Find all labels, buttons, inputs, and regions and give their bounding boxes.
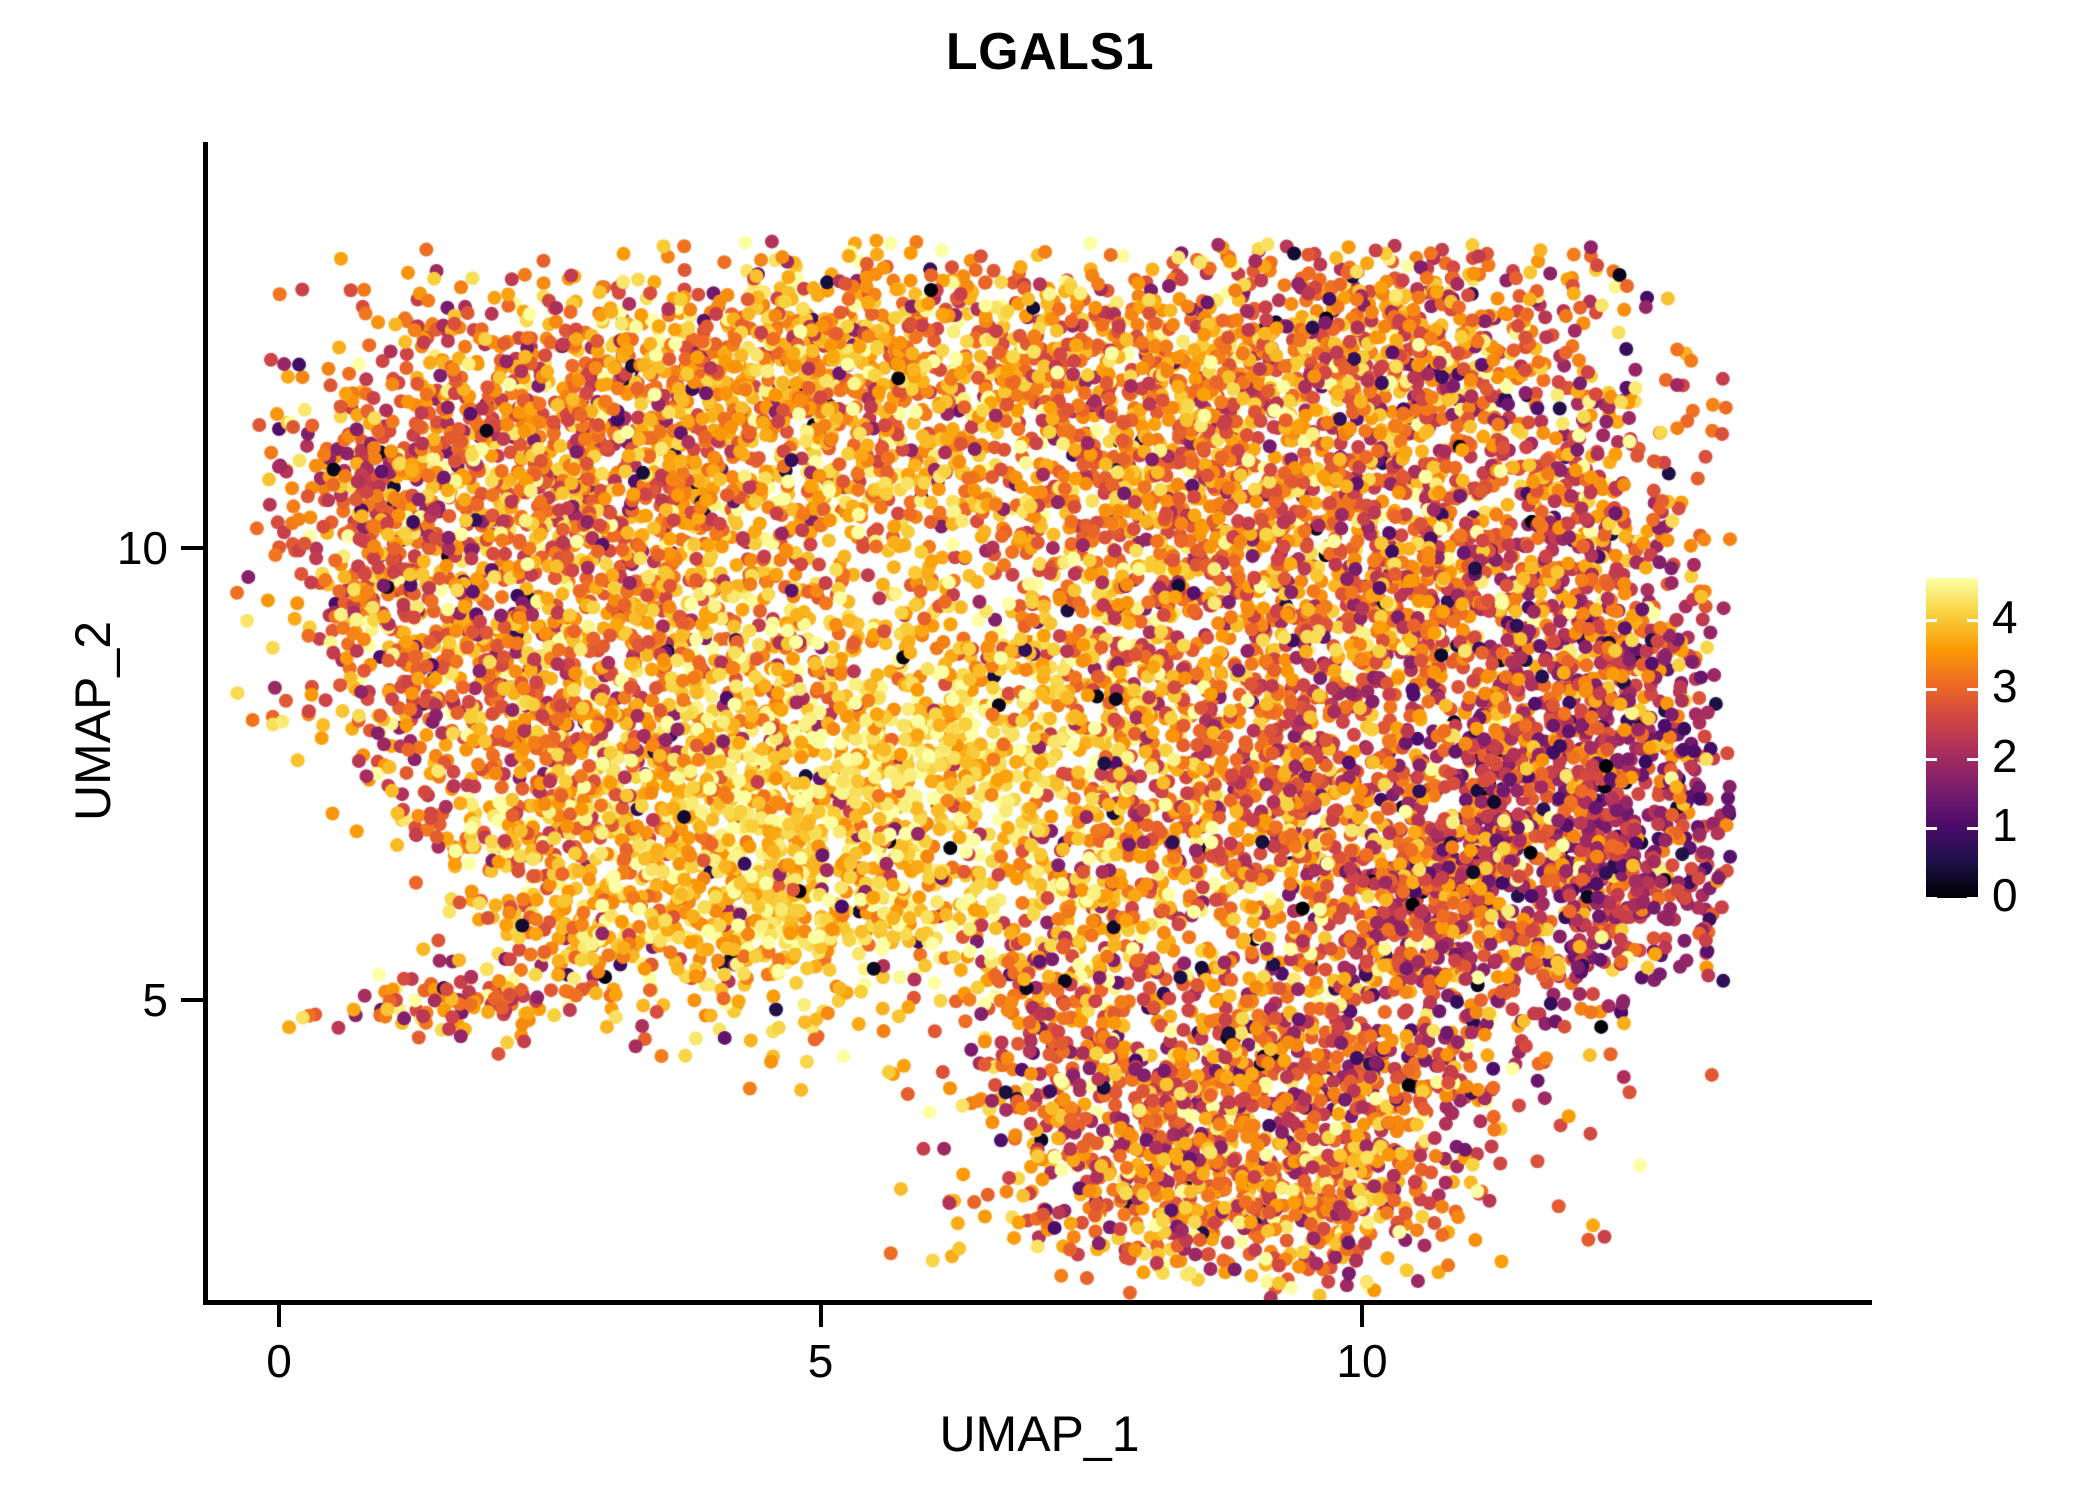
x-axis-tick [818, 1305, 823, 1327]
x-axis-label: UMAP_1 [939, 1406, 1140, 1462]
plot-panel [207, 142, 1872, 1302]
y-axis-tick-label: 5 [142, 974, 168, 1026]
colorbar-tick-label: 1 [1992, 799, 2018, 852]
colorbar-legend [1926, 578, 1978, 898]
colorbar-tick-label: 4 [1992, 590, 2018, 643]
colorbar-tick-label: 3 [1992, 660, 2018, 713]
colorbar-tick-label: 0 [1992, 869, 2018, 921]
page-title: LGALS1 [945, 23, 1155, 81]
colorbar-tick [1926, 897, 1937, 900]
y-axis-line [203, 142, 208, 1305]
colorbar-tick [1926, 688, 1937, 692]
colorbar-tick [1926, 757, 1937, 761]
x-axis-tick-label: 0 [266, 1335, 292, 1387]
x-axis-line [203, 1300, 1872, 1305]
colorbar-tick [1967, 688, 1978, 692]
colorbar-tick [1926, 827, 1937, 831]
scatter-canvas [207, 142, 1872, 1302]
colorbar-tick [1967, 827, 1978, 831]
colorbar-tick-label: 2 [1992, 729, 2018, 782]
colorbar-gradient [1926, 578, 1978, 898]
colorbar-tick [1967, 897, 1978, 900]
y-axis-tick [181, 546, 203, 550]
y-axis-tick-label: 10 [116, 522, 168, 574]
x-axis-tick [277, 1305, 281, 1327]
x-axis-tick-label: 10 [1336, 1335, 1388, 1387]
colorbar-tick [1926, 618, 1937, 622]
x-axis-tick-label: 5 [807, 1335, 834, 1387]
y-axis-label: UMAP_2 [65, 620, 121, 822]
y-axis-tick [181, 998, 203, 1002]
x-axis-tick [1360, 1305, 1364, 1327]
colorbar-tick [1967, 618, 1978, 622]
colorbar-tick [1967, 757, 1978, 761]
